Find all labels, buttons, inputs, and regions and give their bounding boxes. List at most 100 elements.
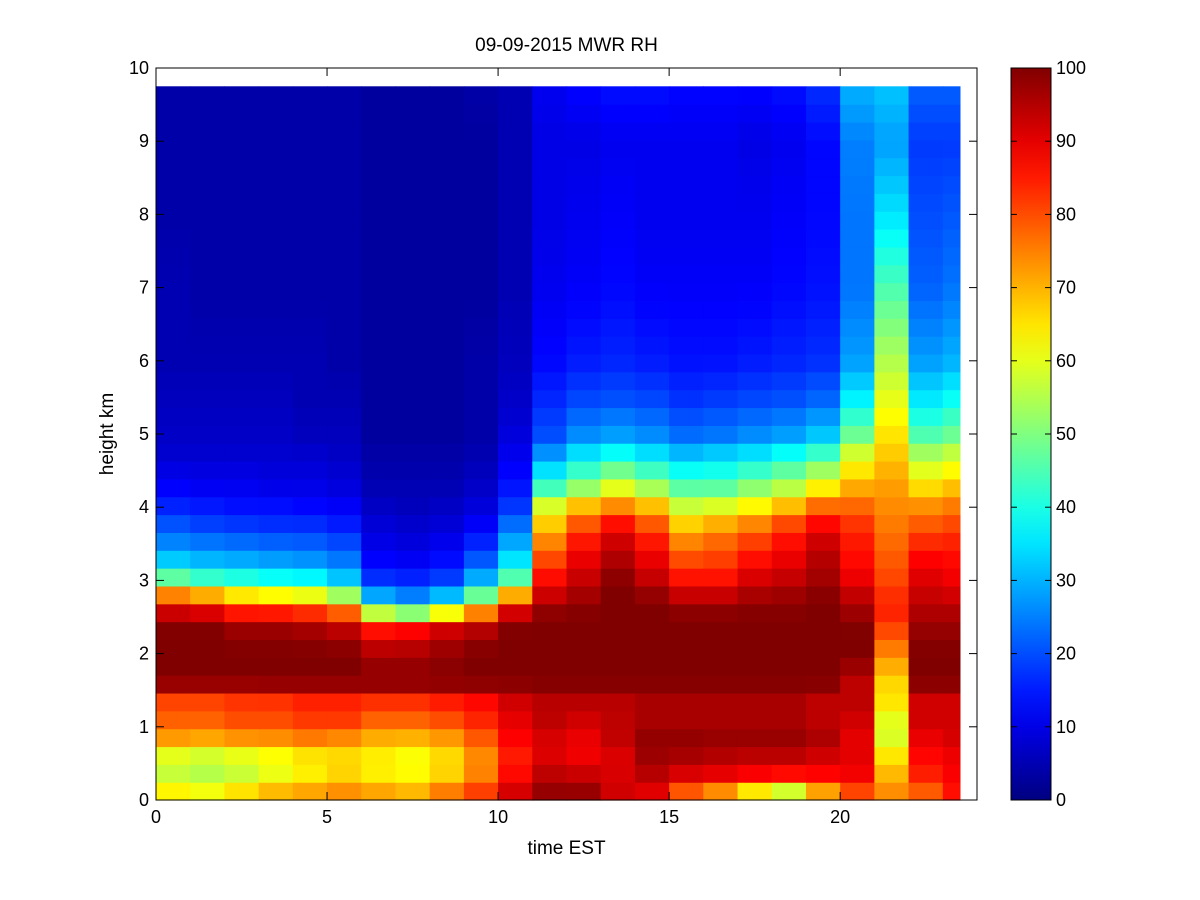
heatmap-cell xyxy=(737,657,773,676)
heatmap-cell xyxy=(908,692,944,712)
heatmap-cell xyxy=(395,371,431,391)
heatmap-cell xyxy=(771,211,807,230)
heatmap-cell xyxy=(224,300,260,319)
heatmap-cell xyxy=(224,193,260,212)
heatmap-cell xyxy=(532,675,568,694)
heatmap-cell xyxy=(908,532,944,551)
heatmap-cell xyxy=(669,371,704,391)
heatmap-cell xyxy=(840,460,875,480)
heatmap-cell xyxy=(463,336,499,355)
heatmap-cell xyxy=(395,389,431,409)
heatmap-cell xyxy=(292,229,328,248)
heatmap-cell xyxy=(190,139,226,159)
heatmap-cell xyxy=(258,746,294,765)
heatmap-cell xyxy=(224,532,260,551)
heatmap-cell xyxy=(224,229,260,248)
heatmap-cell xyxy=(532,157,568,177)
heatmap-cell xyxy=(634,514,670,533)
heatmap-cell xyxy=(908,336,944,355)
heatmap-cell xyxy=(566,478,602,498)
x-tick-label: 15 xyxy=(659,807,679,827)
heatmap-cell xyxy=(942,371,961,391)
heatmap-cell xyxy=(908,639,944,658)
heatmap-cell xyxy=(395,764,431,783)
heatmap-cell xyxy=(224,585,260,605)
heatmap-cell xyxy=(463,300,499,319)
heatmap-cell xyxy=(532,264,568,284)
heatmap-cell xyxy=(737,371,773,391)
heatmap-cell xyxy=(634,639,670,658)
heatmap-cell xyxy=(258,246,294,266)
heatmap-cell xyxy=(532,246,568,266)
heatmap-cell xyxy=(224,478,260,498)
heatmap-cell xyxy=(156,460,191,480)
heatmap-cell xyxy=(327,478,362,498)
heatmap-cell xyxy=(669,692,704,712)
heatmap-cell xyxy=(634,621,670,641)
heatmap-cell xyxy=(942,193,961,212)
heatmap-cell xyxy=(805,264,841,284)
heatmap-cell xyxy=(463,568,499,587)
heatmap-cell xyxy=(429,443,465,462)
heatmap-cell xyxy=(874,104,910,123)
heatmap-cell xyxy=(703,353,739,373)
heatmap-cell xyxy=(908,353,944,373)
heatmap-cell xyxy=(874,532,910,551)
heatmap-cell xyxy=(429,139,465,159)
heatmap-cell xyxy=(395,336,431,355)
heatmap-cell xyxy=(258,353,294,373)
heatmap-cell xyxy=(292,478,328,498)
heatmap-cell xyxy=(258,568,294,587)
heatmap-cell xyxy=(498,764,533,783)
heatmap-cell xyxy=(292,639,328,658)
heatmap-cell xyxy=(429,175,465,194)
heatmap-cell xyxy=(224,496,260,516)
heatmap-cell xyxy=(908,496,944,516)
heatmap-cell xyxy=(805,764,841,783)
heatmap-cell xyxy=(805,443,841,462)
heatmap-cell xyxy=(532,371,568,391)
heatmap-cell xyxy=(156,282,191,302)
heatmap-cell xyxy=(771,532,807,551)
heatmap-cell xyxy=(224,121,260,141)
heatmap-cell xyxy=(840,532,875,551)
heatmap-cell xyxy=(463,657,499,676)
heatmap-cell xyxy=(498,229,533,248)
heatmap-cell xyxy=(942,425,961,444)
heatmap-cell xyxy=(566,496,602,516)
heatmap-cell xyxy=(327,175,362,194)
heatmap-cell xyxy=(498,282,533,302)
heatmap-cell xyxy=(942,104,961,123)
heatmap-cell xyxy=(771,443,807,462)
heatmap-cell xyxy=(292,585,328,605)
heatmap-cell xyxy=(258,282,294,302)
heatmap-cell xyxy=(498,193,533,212)
heatmap-cell xyxy=(292,139,328,159)
heatmap-cell xyxy=(908,514,944,533)
heatmap-cell xyxy=(292,532,328,551)
heatmap-cell xyxy=(874,692,910,712)
heatmap-cell xyxy=(942,175,961,194)
heatmap-cell xyxy=(498,568,533,587)
heatmap-cell xyxy=(840,157,875,177)
heatmap-cell xyxy=(874,175,910,194)
heatmap-cell xyxy=(669,86,704,105)
y-tick-label: 4 xyxy=(139,497,149,517)
heatmap-cell xyxy=(327,104,362,123)
heatmap-cell xyxy=(600,104,636,123)
heatmap-cell xyxy=(942,550,961,569)
heatmap-cell xyxy=(156,86,191,105)
heatmap-cell xyxy=(566,175,602,194)
heatmap-cell xyxy=(463,478,499,498)
heatmap-cell xyxy=(156,782,191,801)
heatmap-cell xyxy=(395,211,431,230)
heatmap-cell xyxy=(566,692,602,712)
y-tick-label: 3 xyxy=(139,570,149,590)
heatmap-cell xyxy=(498,353,533,373)
heatmap-cell xyxy=(429,229,465,248)
heatmap-cell xyxy=(327,692,362,712)
heatmap-cell xyxy=(771,657,807,676)
heatmap-cell xyxy=(258,407,294,426)
heatmap-cell xyxy=(327,264,362,284)
heatmap-cell xyxy=(224,407,260,426)
